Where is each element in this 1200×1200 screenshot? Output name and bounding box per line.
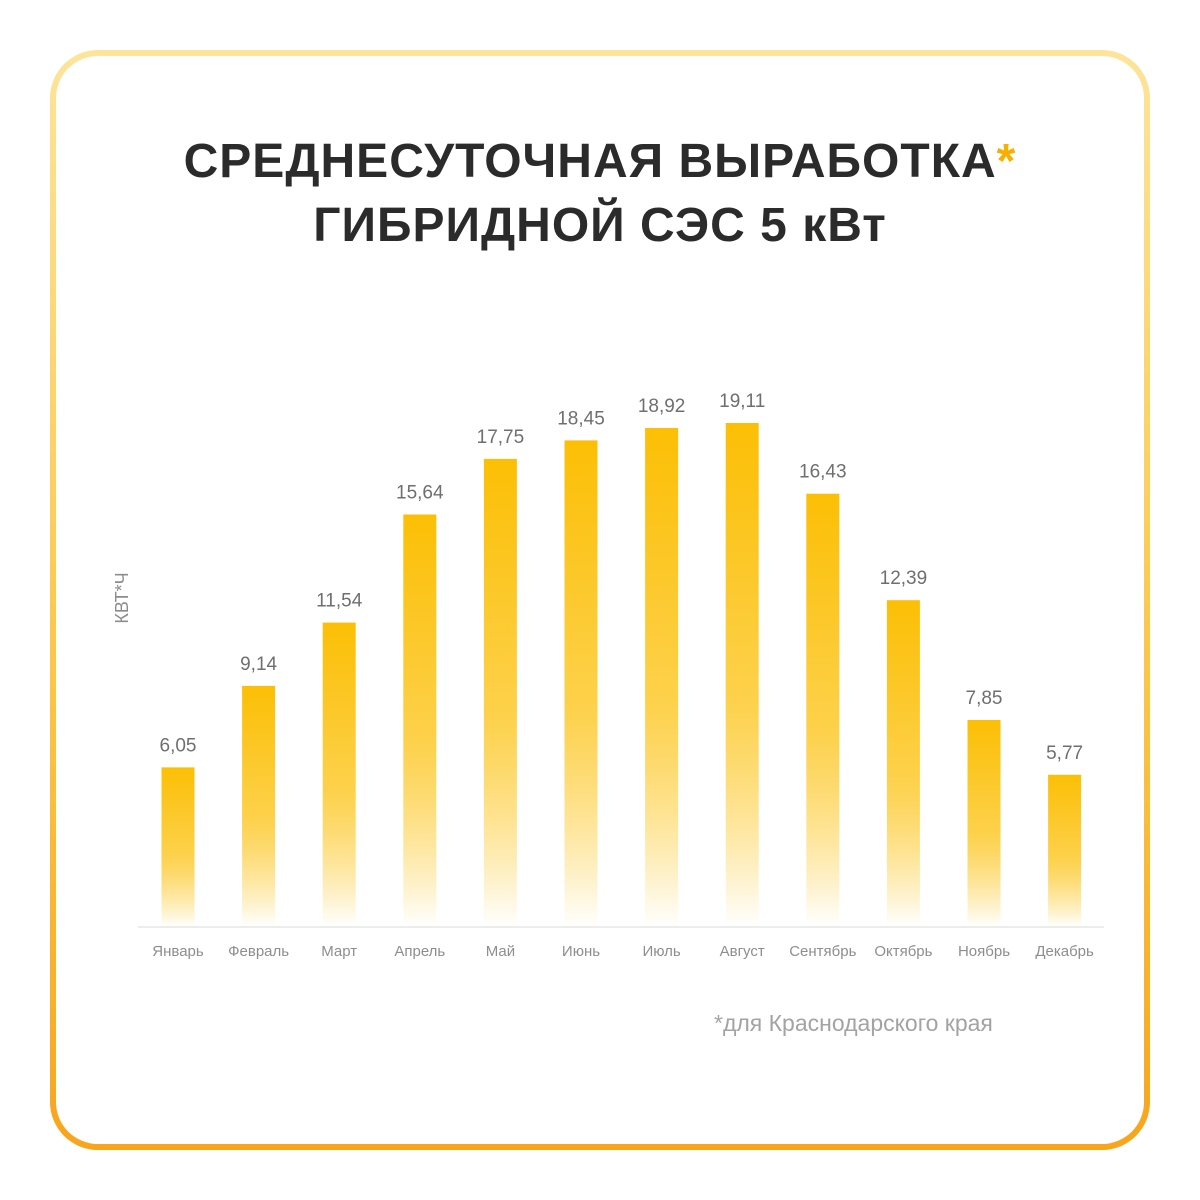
value-label: 18,92 <box>638 396 686 417</box>
bar-9 <box>806 493 840 927</box>
value-label: 19,11 <box>719 391 765 412</box>
page-title: СРЕДНЕСУТОЧНАЯ ВЫРАБОТКА* ГИБРИДНОЙ СЭС … <box>0 130 1200 258</box>
value-label: 18,45 <box>557 408 605 429</box>
bar-7 <box>645 428 679 927</box>
value-label: 12,39 <box>880 568 928 589</box>
value-label: 11,54 <box>316 591 363 612</box>
category-label: Январь <box>152 943 204 960</box>
bars-layer <box>161 423 1082 927</box>
category-label: Июль <box>642 943 680 960</box>
category-label: Апрель <box>394 943 445 960</box>
bar-2 <box>242 685 276 927</box>
category-label: Ноябрь <box>958 943 1010 960</box>
value-label: 9,14 <box>240 654 277 675</box>
bar-12 <box>1048 774 1082 927</box>
bar-1 <box>161 767 195 927</box>
bar-4 <box>403 514 437 927</box>
y-axis-label: КВТ*Ч <box>112 572 132 623</box>
category-label: Май <box>486 943 515 960</box>
value-label: 7,85 <box>966 688 1003 709</box>
category-label: Октябрь <box>874 943 932 960</box>
title-line-1: СРЕДНЕСУТОЧНАЯ ВЫРАБОТКА* <box>0 130 1200 194</box>
value-label: 5,77 <box>1046 743 1083 764</box>
bar-10 <box>886 600 920 927</box>
category-label: Декабрь <box>1035 943 1094 960</box>
title-asterisk: * <box>996 135 1017 188</box>
bar-6 <box>564 440 598 927</box>
labels-layer: 6,05 Январь 9,14 Февраль 11,54 Март 15,64 Апрел… <box>152 391 1094 960</box>
value-label: 16,43 <box>799 462 847 483</box>
category-label: Февраль <box>228 943 289 960</box>
footnote: *для Краснодарского края <box>714 1010 993 1036</box>
bar-11 <box>967 720 1001 927</box>
value-label: 17,75 <box>477 427 525 448</box>
card-frame <box>50 50 1150 1150</box>
value-label: 15,64 <box>396 483 444 504</box>
title-text-1: СРЕДНЕСУТОЧНАЯ ВЫРАБОТКА <box>183 135 997 188</box>
title-line-2: ГИБРИДНОЙ СЭС 5 кВт <box>313 199 887 252</box>
card-body <box>56 56 1144 1144</box>
category-label: Август <box>720 943 765 960</box>
bar-3 <box>322 622 356 927</box>
bar-5 <box>483 458 517 927</box>
category-label: Июнь <box>562 943 600 960</box>
value-label: 6,05 <box>160 735 197 756</box>
category-label: Март <box>321 943 357 960</box>
bar-8 <box>725 423 759 927</box>
category-label: Сентябрь <box>789 943 856 960</box>
